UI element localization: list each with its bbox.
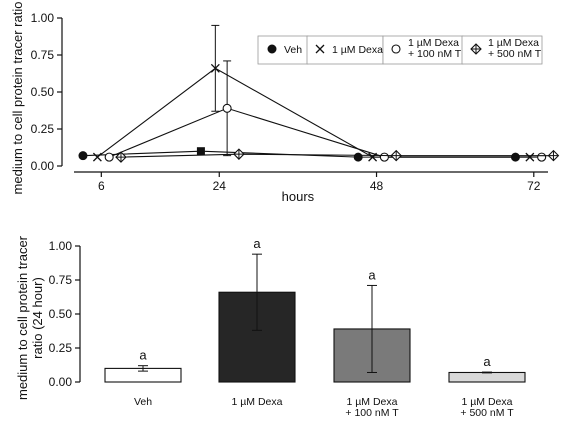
x-tick-label: 72 xyxy=(527,179,541,193)
data-point xyxy=(390,149,402,162)
diamond-marker-cross xyxy=(233,149,244,160)
x-category-label: 1 µM Dexa + 500 nM T xyxy=(460,396,514,419)
diamond-marker-cross xyxy=(471,44,481,54)
y-axis-label: medium to cell protein tracerratio (24 h… xyxy=(15,235,45,400)
y-tick-label: 0.25 xyxy=(31,122,55,136)
y-tick-label: 0.75 xyxy=(31,48,55,62)
x-category-label: 1 µM Dexa + 100 nM T xyxy=(345,396,399,419)
y-tick-label: 0.50 xyxy=(31,85,55,99)
data-point xyxy=(104,152,114,162)
legend-marker-2 xyxy=(391,44,401,54)
significance-label: a xyxy=(368,267,376,282)
legend-label: 1 µM Dexa + 100 nM T xyxy=(408,37,462,60)
line-chart: 0.00 0.25 0.50 0.75 1.00 6 24 48 72 hours medium t… xyxy=(10,2,560,204)
diamond-marker-cross xyxy=(115,152,126,163)
series-2 xyxy=(104,60,547,162)
y-tick-label: 1.00 xyxy=(49,239,73,253)
y-tick-label: 0.00 xyxy=(31,159,55,173)
legend-item-box xyxy=(257,35,309,65)
x-tick-label: 48 xyxy=(370,179,384,193)
series-0 xyxy=(78,147,520,162)
series-3 xyxy=(115,148,560,163)
y-tick-label: 0.75 xyxy=(49,273,73,287)
bar-chart: 0.00 0.25 0.50 0.75 1.00 medium to cell prote… xyxy=(15,235,526,419)
data-point xyxy=(547,149,560,162)
series-line xyxy=(97,67,530,158)
data-point xyxy=(196,147,205,156)
series-line xyxy=(108,107,542,158)
x-category-label: 1 µM Dexa xyxy=(232,396,283,408)
x-tick-label: 6 xyxy=(98,179,105,193)
data-point xyxy=(115,151,127,163)
diamond-marker-cross xyxy=(548,150,559,161)
significance-label: a xyxy=(139,348,147,363)
x-tick-label: 24 xyxy=(213,179,227,193)
data-point xyxy=(379,152,389,162)
data-point xyxy=(537,152,547,162)
data-point xyxy=(222,103,232,113)
legend-marker-0 xyxy=(267,44,277,54)
bar xyxy=(448,371,526,383)
x-axis-label: hours xyxy=(282,189,315,204)
data-point xyxy=(92,152,102,162)
legend-label: Veh xyxy=(284,44,302,56)
legend-marker-1 xyxy=(315,44,325,54)
x-category-label: Veh xyxy=(134,396,152,408)
legend-label: 1 µM Dexa + 500 nM T xyxy=(488,37,542,60)
y-tick-label: 1.00 xyxy=(31,11,55,25)
data-point xyxy=(233,148,245,160)
y-axis-label: medium to cell protein tracer ratio xyxy=(10,2,25,195)
data-point xyxy=(78,151,88,161)
data-point xyxy=(210,63,220,73)
y-tick-label: 0.50 xyxy=(49,307,73,321)
legend-marker-3 xyxy=(470,43,482,55)
legend-label: 1 µM Dexa xyxy=(332,44,383,56)
data-point xyxy=(353,152,363,162)
y-tick-label: 0.00 xyxy=(49,375,73,389)
diamond-marker-cross xyxy=(391,150,402,161)
legend: Veh 1 µM Dexa 1 µM Dexa + 100 nM T 1 µM Dexa… xyxy=(257,35,543,65)
y-tick-label: 0.25 xyxy=(49,341,73,355)
significance-label: a xyxy=(253,236,261,251)
series-line xyxy=(120,153,554,158)
significance-label: a xyxy=(483,354,491,369)
